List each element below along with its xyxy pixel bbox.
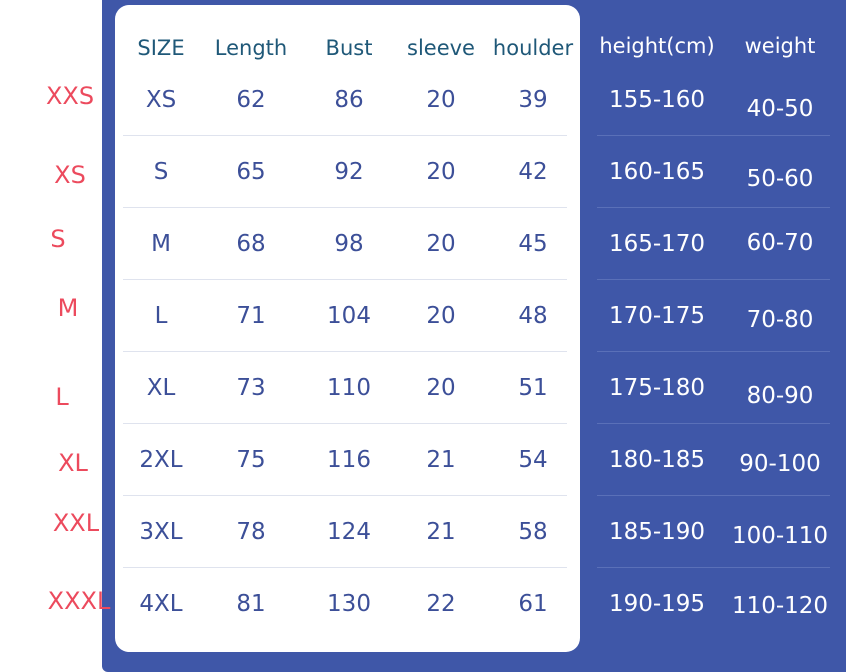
- row-separator: [123, 135, 567, 136]
- row-separator: [597, 279, 830, 280]
- row-separator: [597, 207, 830, 208]
- cell-size: XS: [145, 87, 177, 113]
- column-header: Length: [214, 36, 288, 60]
- row-separator: [597, 495, 830, 496]
- cell-size: 4XL: [139, 591, 183, 617]
- size-label: XXXL: [47, 587, 111, 615]
- cell-sleeve: 20: [426, 303, 456, 329]
- cell-sleeve: 20: [426, 159, 456, 185]
- cell-height: 160-165: [608, 159, 706, 185]
- cell-length: 81: [236, 591, 266, 617]
- cell-bust: 104: [327, 303, 371, 329]
- cell-bust: 86: [334, 87, 364, 113]
- cell-shoulder: 45: [518, 231, 548, 257]
- size-label: XL: [58, 449, 88, 477]
- cell-weight: 110-120: [731, 593, 829, 619]
- cell-bust: 124: [327, 519, 371, 545]
- cell-length: 65: [236, 159, 266, 185]
- row-separator: [597, 351, 830, 352]
- cell-sleeve: 20: [426, 231, 456, 257]
- cell-weight: 100-110: [731, 523, 829, 549]
- cell-length: 78: [236, 519, 266, 545]
- cell-length: 71: [236, 303, 266, 329]
- cell-shoulder: 51: [518, 375, 548, 401]
- row-separator: [123, 567, 567, 568]
- column-header: weight: [744, 34, 816, 58]
- cell-shoulder: 58: [518, 519, 548, 545]
- cell-length: 73: [236, 375, 266, 401]
- cell-shoulder: 61: [518, 591, 548, 617]
- size-label: S: [50, 225, 66, 253]
- column-header: houlder: [492, 36, 574, 60]
- size-label: XXS: [45, 82, 95, 110]
- cell-bust: 116: [327, 447, 371, 473]
- cell-sleeve: 20: [426, 375, 456, 401]
- size-card: [115, 5, 580, 652]
- cell-size: L: [154, 303, 168, 329]
- cell-sleeve: 21: [426, 447, 456, 473]
- cell-size: XL: [146, 375, 176, 401]
- cell-height: 190-195: [608, 591, 706, 617]
- cell-shoulder: 48: [518, 303, 548, 329]
- size-label: M: [57, 294, 79, 322]
- cell-sleeve: 21: [426, 519, 456, 545]
- row-separator: [597, 423, 830, 424]
- cell-shoulder: 42: [518, 159, 548, 185]
- cell-weight: 60-70: [746, 230, 814, 256]
- cell-weight: 40-50: [746, 96, 814, 122]
- cell-weight: 90-100: [739, 451, 821, 477]
- row-separator: [123, 279, 567, 280]
- cell-height: 155-160: [608, 87, 706, 113]
- cell-size: 3XL: [139, 519, 183, 545]
- row-separator: [123, 423, 567, 424]
- size-label: XS: [54, 161, 86, 189]
- size-label: L: [55, 383, 69, 411]
- cell-size: S: [153, 159, 169, 185]
- row-separator: [597, 135, 830, 136]
- column-header: Bust: [325, 36, 373, 60]
- row-separator: [123, 351, 567, 352]
- cell-height: 180-185: [608, 447, 706, 473]
- cell-weight: 70-80: [746, 307, 814, 333]
- cell-length: 75: [236, 447, 266, 473]
- cell-weight: 80-90: [746, 383, 814, 409]
- column-header: SIZE: [137, 36, 185, 60]
- cell-bust: 92: [334, 159, 364, 185]
- cell-bust: 98: [334, 231, 364, 257]
- row-separator: [123, 207, 567, 208]
- cell-height: 185-190: [608, 519, 706, 545]
- cell-bust: 130: [327, 591, 371, 617]
- size-label: XXL: [52, 509, 100, 537]
- cell-bust: 110: [327, 375, 371, 401]
- row-separator: [123, 495, 567, 496]
- cell-weight: 50-60: [746, 166, 814, 192]
- cell-height: 165-170: [608, 231, 706, 257]
- cell-size: 2XL: [139, 447, 183, 473]
- cell-length: 62: [236, 87, 266, 113]
- cell-shoulder: 54: [518, 447, 548, 473]
- column-header: height(cm): [599, 34, 715, 58]
- cell-shoulder: 39: [518, 87, 548, 113]
- cell-sleeve: 22: [426, 591, 456, 617]
- column-header: sleeve: [407, 36, 475, 60]
- cell-size: M: [151, 231, 171, 257]
- cell-sleeve: 20: [426, 87, 456, 113]
- row-separator: [597, 567, 830, 568]
- cell-length: 68: [236, 231, 266, 257]
- cell-height: 175-180: [608, 375, 706, 401]
- cell-height: 170-175: [608, 303, 706, 329]
